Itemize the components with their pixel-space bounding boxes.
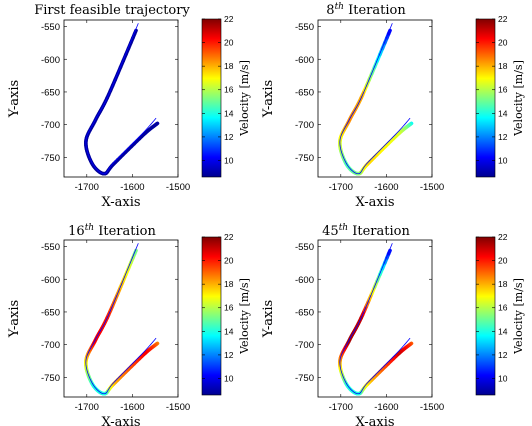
x-tick-label: -1500 bbox=[420, 402, 444, 413]
colorbar-tick-label: 18 bbox=[224, 61, 234, 71]
y-tick-label: -650 bbox=[41, 87, 60, 98]
colorbar-label: Velocity [m/s] bbox=[238, 278, 251, 355]
x-tick-label: -1600 bbox=[374, 402, 398, 413]
colorbar-tick-label: 10 bbox=[224, 373, 234, 383]
colorbar-tick-label: 20 bbox=[224, 256, 234, 266]
x-tick-label: -1600 bbox=[120, 402, 144, 413]
colorbar-tick-label: 20 bbox=[498, 38, 508, 48]
panel-title: 16th Iteration bbox=[68, 223, 156, 239]
panel-title: First feasible trajectory bbox=[34, 3, 190, 18]
reference-path bbox=[339, 243, 411, 395]
y-tick-label: -700 bbox=[41, 340, 60, 351]
y-tick-label: -550 bbox=[41, 22, 60, 33]
panel-16th-iteration: 16th Iteration -1700 -1600 -1500 -550 -600 -6… bbox=[7, 223, 251, 426]
reference-path bbox=[85, 23, 157, 175]
colorbar-tick-label: 10 bbox=[498, 155, 508, 165]
y-tick-label: -750 bbox=[41, 373, 60, 384]
colorbar-tick-label: 12 bbox=[498, 132, 508, 142]
y-tick-label: -600 bbox=[41, 55, 60, 66]
x-axis-label: X-axis bbox=[355, 195, 394, 210]
y-axis-label: Y-axis bbox=[7, 80, 22, 118]
colorbar-tick-label: 18 bbox=[498, 279, 508, 289]
x-tick-label: -1700 bbox=[75, 402, 99, 413]
y-tick-label: -750 bbox=[41, 153, 60, 164]
y-tick-label: -650 bbox=[295, 307, 314, 318]
colorbar-tick-label: 16 bbox=[224, 303, 234, 313]
colorbar-tick-label: 12 bbox=[224, 132, 234, 142]
colorbar-tick-label: 10 bbox=[498, 373, 508, 383]
y-axis-label: Y-axis bbox=[261, 80, 276, 118]
x-tick-label: -1600 bbox=[374, 182, 398, 193]
colorbar-tick-label: 16 bbox=[498, 303, 508, 313]
colorbar-label: Velocity [m/s] bbox=[238, 60, 251, 137]
plot-area bbox=[63, 239, 179, 398]
y-tick-label: -550 bbox=[41, 242, 60, 253]
x-tick-label: -1700 bbox=[329, 402, 353, 413]
colorbar-tick-label: 14 bbox=[224, 108, 234, 118]
x-axis-label: X-axis bbox=[101, 415, 140, 426]
colorbar bbox=[201, 18, 222, 178]
colorbar-tick-label: 14 bbox=[498, 326, 508, 336]
colorbar-tick-label: 18 bbox=[498, 61, 508, 71]
trajectory-segment bbox=[386, 248, 392, 256]
colorbar bbox=[475, 236, 496, 396]
y-tick-label: -750 bbox=[295, 153, 314, 164]
colorbar-tick-label: 20 bbox=[498, 256, 508, 266]
panel-45th-iteration: 45th Iteration -1700 -1600 -1500 -550 -600 -6… bbox=[261, 223, 525, 426]
panel-title: 8th Iteration bbox=[326, 2, 406, 18]
y-tick-label: -700 bbox=[295, 120, 314, 131]
colorbar-tick-label: 14 bbox=[498, 108, 508, 118]
x-tick-label: -1700 bbox=[75, 182, 99, 193]
y-tick-label: -600 bbox=[295, 275, 314, 286]
colorbar-tick-label: 14 bbox=[224, 326, 234, 336]
colorbar bbox=[475, 18, 496, 178]
y-tick-label: -550 bbox=[295, 22, 314, 33]
colorbar-tick-label: 22 bbox=[498, 14, 508, 24]
panel-first-feasible: First feasible trajectory -1700 -1600 -150… bbox=[7, 3, 251, 210]
y-tick-label: -550 bbox=[295, 242, 314, 253]
reference-path bbox=[339, 23, 411, 175]
x-axis-label: X-axis bbox=[355, 415, 394, 426]
x-tick-label: -1600 bbox=[120, 182, 144, 193]
y-axis-label: Y-axis bbox=[261, 300, 276, 338]
x-tick-label: -1500 bbox=[166, 402, 190, 413]
colorbar-label: Velocity [m/s] bbox=[512, 278, 525, 355]
colorbar-tick-label: 20 bbox=[224, 38, 234, 48]
colorbar-tick-label: 16 bbox=[224, 85, 234, 95]
y-tick-label: -700 bbox=[295, 340, 314, 351]
plot-area bbox=[63, 19, 179, 178]
panel-title: 45th Iteration bbox=[322, 223, 410, 239]
trajectory-segment bbox=[386, 28, 392, 36]
colorbar-tick-label: 12 bbox=[498, 350, 508, 360]
reference-path bbox=[85, 243, 157, 395]
y-tick-label: -600 bbox=[41, 275, 60, 286]
y-tick-label: -700 bbox=[41, 120, 60, 131]
y-tick-label: -750 bbox=[295, 373, 314, 384]
plot-area bbox=[317, 19, 433, 178]
y-tick-label: -650 bbox=[295, 87, 314, 98]
colorbar-label: Velocity [m/s] bbox=[512, 60, 525, 137]
colorbar-tick-label: 10 bbox=[224, 155, 234, 165]
y-tick-label: -600 bbox=[295, 55, 314, 66]
colorbar-tick-label: 22 bbox=[224, 232, 234, 242]
colorbar-tick-label: 16 bbox=[498, 85, 508, 95]
colorbar bbox=[201, 236, 222, 396]
trajectory-segment bbox=[132, 28, 138, 36]
trajectory-segment bbox=[132, 248, 138, 256]
panel-8th-iteration: 8th Iteration -1700 -1600 -1500 -550 -600 -65… bbox=[261, 2, 525, 210]
y-tick-label: -650 bbox=[41, 307, 60, 318]
x-tick-label: -1500 bbox=[420, 182, 444, 193]
colorbar-tick-label: 22 bbox=[224, 14, 234, 24]
x-tick-label: -1700 bbox=[329, 182, 353, 193]
x-tick-label: -1500 bbox=[166, 182, 190, 193]
colorbar-tick-label: 22 bbox=[498, 232, 508, 242]
colorbar-tick-label: 18 bbox=[224, 279, 234, 289]
plot-area bbox=[317, 239, 433, 398]
y-axis-label: Y-axis bbox=[7, 300, 22, 338]
colorbar-tick-label: 12 bbox=[224, 350, 234, 360]
x-axis-label: X-axis bbox=[101, 195, 140, 210]
